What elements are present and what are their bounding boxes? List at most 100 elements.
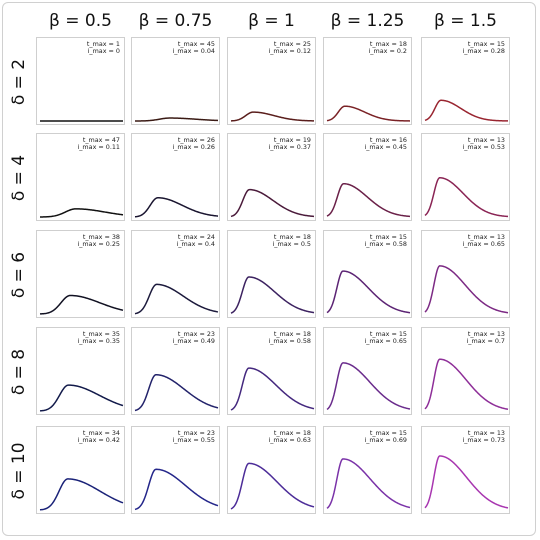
i-max-label: i_max = 0.2 (368, 47, 407, 56)
peak-annotation: t_max = 13 i_max = 0.53 (462, 136, 505, 152)
chart-panel: t_max = 1 i_max = 0 (36, 37, 125, 125)
t-max-label: t_max = 16 (369, 136, 407, 144)
peak-annotation: t_max = 23 i_max = 0.49 (172, 330, 215, 346)
t-max-label: t_max = 35 (82, 330, 120, 338)
panel-plot (326, 270, 411, 314)
panel-plot (424, 455, 509, 509)
peak-annotation: t_max = 35 i_max = 0.35 (77, 330, 120, 346)
panel-plot (424, 177, 509, 218)
i-max-label: i_max = 0.63 (268, 436, 311, 445)
infection-curve (230, 462, 315, 510)
panel-plot (40, 120, 123, 122)
infection-curve (135, 117, 219, 122)
chart-panel: t_max = 18 i_max = 0.63 (227, 426, 316, 514)
peak-annotation: t_max = 26 i_max = 0.26 (172, 136, 215, 152)
peak-annotation: t_max = 18 i_max = 0.5 (273, 233, 311, 249)
infection-curve (424, 99, 509, 122)
chart-panel: t_max = 15 i_max = 0.58 (323, 230, 412, 318)
i-max-label: i_max = 0.58 (268, 337, 311, 346)
t-max-label: t_max = 24 (177, 233, 215, 241)
infection-curve (326, 105, 411, 122)
i-max-label: i_max = 0.04 (172, 47, 215, 56)
i-max-label: i_max = 0.37 (268, 143, 311, 152)
panel-plot (134, 283, 219, 315)
panel-plot (230, 367, 315, 411)
chart-panel: t_max = 24 i_max = 0.4 (131, 230, 220, 318)
t-max-label: t_max = 18 (369, 40, 407, 48)
row-header-label: δ = 8 (9, 348, 29, 396)
chart-panel: t_max = 35 i_max = 0.35 (36, 327, 125, 415)
t-max-label: t_max = 18 (273, 233, 311, 241)
panel-plot (134, 197, 219, 218)
infection-curve (230, 276, 315, 314)
infection-curve (326, 270, 411, 314)
t-max-label: t_max = 15 (467, 40, 505, 48)
infection-curve (424, 455, 509, 509)
chart-panel: t_max = 16 i_max = 0.45 (323, 133, 412, 221)
t-max-label: t_max = 23 (177, 330, 215, 338)
i-max-label: i_max = 0.55 (172, 436, 215, 445)
panel-plot (230, 276, 315, 314)
peak-annotation: t_max = 16 i_max = 0.45 (364, 136, 407, 152)
i-max-label: i_max = 0.58 (364, 240, 407, 249)
t-max-label: t_max = 15 (369, 429, 407, 437)
chart-panel: t_max = 34 i_max = 0.42 (36, 426, 125, 514)
infection-curve (39, 384, 124, 412)
i-max-label: i_max = 0.25 (77, 240, 120, 249)
i-max-label: i_max = 0.35 (77, 337, 120, 346)
column-header: β = 1.25 (330, 11, 405, 31)
infection-curve (326, 182, 411, 218)
infection-curve (134, 468, 219, 511)
column-header: β = 1.5 (434, 11, 497, 31)
column-header: β = 0.75 (138, 11, 213, 31)
peak-annotation: t_max = 18 i_max = 0.63 (268, 429, 311, 445)
panel-plot (40, 208, 124, 218)
row-header: δ = 8 (6, 327, 32, 417)
chart-panel: t_max = 15 i_max = 0.69 (323, 426, 412, 514)
chart-panel: t_max = 13 i_max = 0.7 (421, 327, 510, 415)
peak-annotation: t_max = 45 i_max = 0.04 (172, 40, 215, 56)
panel-plot (326, 458, 411, 509)
t-max-label: t_max = 13 (467, 429, 505, 437)
chart-panel: t_max = 23 i_max = 0.49 (131, 327, 220, 415)
panel-plot (424, 358, 509, 410)
t-max-label: t_max = 1 (86, 40, 120, 48)
peak-annotation: t_max = 1 i_max = 0 (86, 40, 120, 56)
column-header: β = 1 (248, 11, 295, 31)
row-header-label: δ = 4 (9, 154, 29, 202)
panel-plot (135, 117, 219, 122)
chart-panel: t_max = 13 i_max = 0.65 (421, 230, 510, 318)
panel-plot (326, 362, 411, 411)
t-max-label: t_max = 13 (467, 233, 505, 241)
panel-plot (134, 468, 219, 511)
infection-curve (39, 294, 124, 315)
infection-curve (424, 177, 509, 218)
panel-plot (39, 294, 124, 315)
infection-curve (230, 367, 315, 411)
peak-annotation: t_max = 13 i_max = 0.65 (462, 233, 505, 249)
t-max-label: t_max = 15 (369, 233, 407, 241)
chart-panel: t_max = 13 i_max = 0.53 (421, 133, 510, 221)
chart-panel: t_max = 15 i_max = 0.65 (323, 327, 412, 415)
infection-curve (39, 478, 124, 511)
t-max-label: t_max = 15 (369, 330, 407, 338)
i-max-label: i_max = 0.26 (172, 143, 215, 152)
i-max-label: i_max = 0.69 (364, 436, 407, 445)
infection-curve (326, 362, 411, 411)
row-header: δ = 4 (6, 133, 32, 223)
panel-plot (39, 384, 124, 412)
chart-panel: t_max = 23 i_max = 0.55 (131, 426, 220, 514)
panel-plot (326, 105, 411, 122)
peak-annotation: t_max = 13 i_max = 0.7 (467, 330, 505, 346)
chart-panel: t_max = 45 i_max = 0.04 (131, 37, 220, 125)
t-max-label: t_max = 38 (82, 233, 120, 241)
infection-curve (230, 188, 315, 218)
peak-annotation: t_max = 34 i_max = 0.42 (77, 429, 120, 445)
peak-annotation: t_max = 18 i_max = 0.58 (268, 330, 311, 346)
t-max-label: t_max = 18 (273, 429, 311, 437)
chart-panel: t_max = 25 i_max = 0.12 (227, 37, 316, 125)
panel-plot (230, 111, 315, 122)
infection-curve (326, 458, 411, 509)
chart-panel: t_max = 18 i_max = 0.2 (323, 37, 412, 125)
i-max-label: i_max = 0.28 (462, 47, 505, 56)
